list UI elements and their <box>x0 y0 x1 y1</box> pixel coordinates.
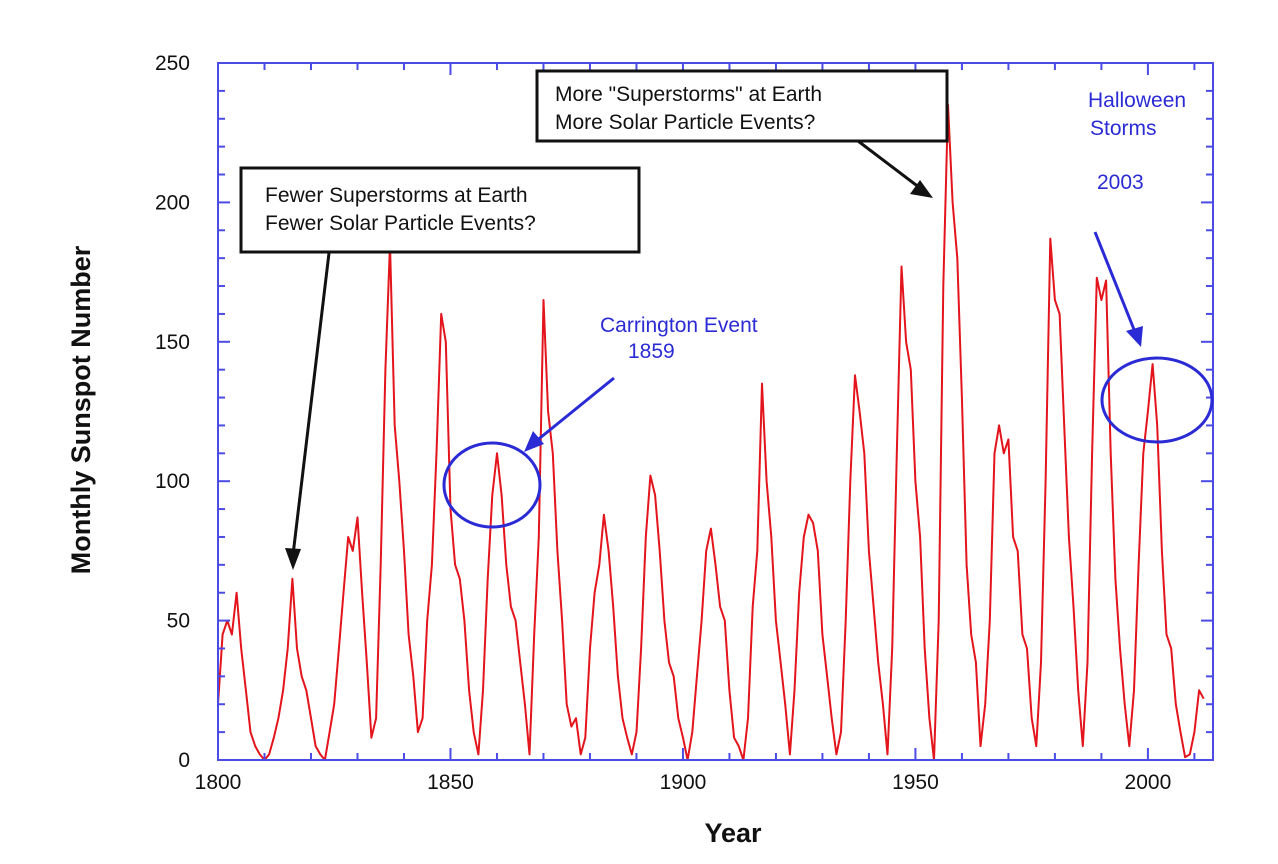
annotation-text: Fewer Solar Particle Events? <box>265 212 536 235</box>
y-tick-label: 0 <box>178 749 190 772</box>
annotation-text: Halloween <box>1088 89 1186 112</box>
annotation-more: More "Superstorms" at Earth More Solar P… <box>535 69 949 198</box>
annotation-text: 2003 <box>1097 171 1144 194</box>
x-axis-title: Year <box>704 818 762 848</box>
arrowhead-icon <box>1126 326 1143 347</box>
axes-layer: 1800 1850 1900 1950 2000 0 50 100 150 200 250 <box>155 52 1214 794</box>
y-tick-label: 250 <box>155 52 190 75</box>
annotation-text: Storms <box>1090 117 1157 140</box>
sunspot-series-line <box>217 103 1205 761</box>
x-tick-label: 1850 <box>427 771 474 794</box>
x-tick-label: 1950 <box>892 771 939 794</box>
y-tick-label: 200 <box>155 191 190 214</box>
arrow-line <box>291 252 331 556</box>
series-layer <box>217 103 1205 761</box>
x-tick-label: 1800 <box>195 771 242 794</box>
plot-frame <box>217 62 1214 761</box>
annotation-fewer: Fewer Superstorms at Earth Fewer Solar P… <box>239 166 641 570</box>
annotation-text: More Solar Particle Events? <box>555 111 815 134</box>
annotation-box <box>239 166 641 254</box>
y-tick-label: 50 <box>167 610 190 633</box>
annotation-halloween: Halloween Storms 2003 <box>1088 89 1214 444</box>
arrow-line <box>857 139 921 190</box>
annotation-text: 1859 <box>628 340 675 363</box>
highlight-ellipse <box>1100 356 1214 444</box>
annotation-text: Fewer Superstorms at Earth <box>265 184 528 207</box>
arrowhead-icon <box>524 431 544 452</box>
annotation-text: Carrington Event <box>600 314 758 337</box>
highlight-ellipse <box>442 441 542 529</box>
annotation-box <box>535 69 949 143</box>
arrowhead-icon <box>910 180 933 198</box>
y-tick-label: 150 <box>155 331 190 354</box>
arrow-line <box>1093 231 1137 333</box>
annotation-text: More "Superstorms" at Earth <box>555 83 822 106</box>
x-tick-label: 2000 <box>1125 771 1172 794</box>
arrowhead-icon <box>285 548 301 570</box>
x-tick-label: 1900 <box>660 771 707 794</box>
arrow-line <box>534 376 615 444</box>
annotation-carrington: Carrington Event 1859 <box>442 314 758 529</box>
y-axis-title: Monthly Sunspot Number <box>66 245 96 574</box>
y-tick-label: 100 <box>155 470 190 493</box>
